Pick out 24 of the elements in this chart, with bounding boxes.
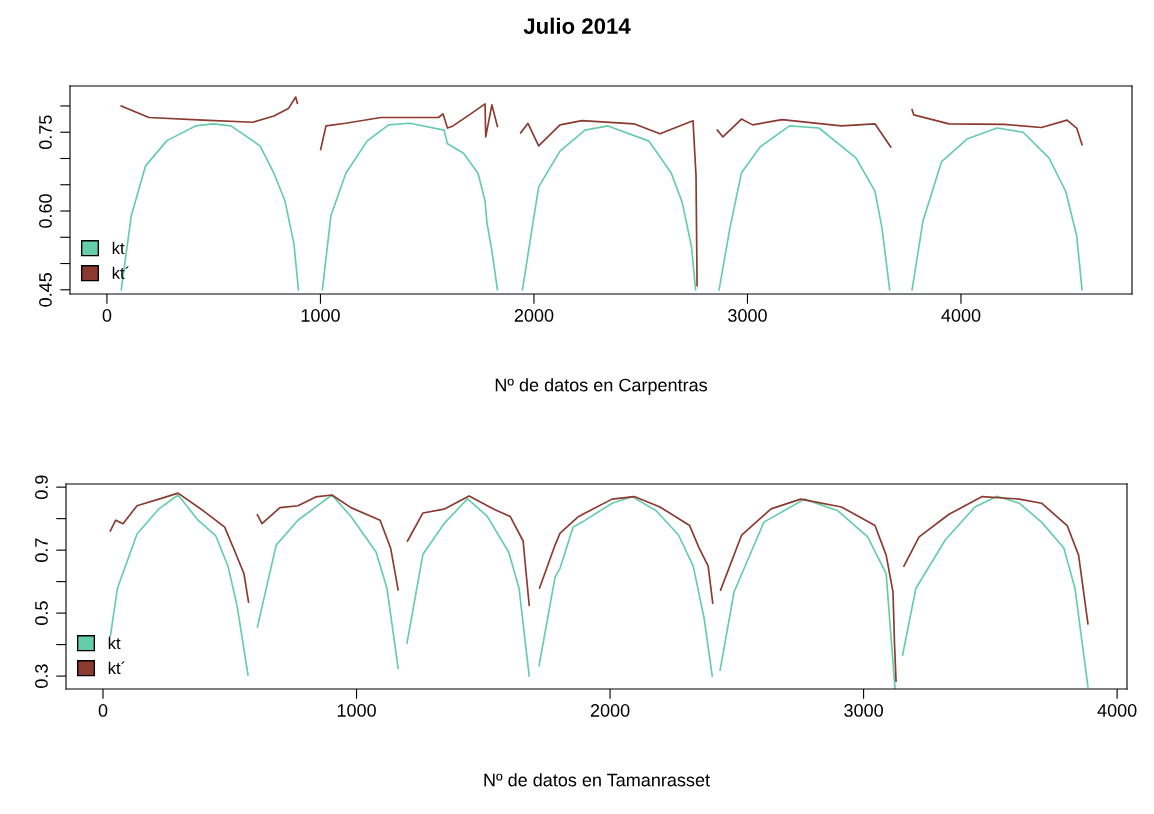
x-tick-label: 0	[102, 309, 112, 322]
y-tick-label: 0.45	[39, 272, 52, 307]
y-tick-label: 0.60	[39, 194, 52, 228]
legend-label: kt´	[112, 266, 129, 280]
x-tick-label: 4000	[941, 309, 981, 322]
y-tick-label: 0.7	[35, 538, 48, 562]
x-tick-label: 3000	[844, 704, 883, 717]
chart-title: Julio 2014	[523, 17, 631, 34]
y-tick-label: 0.5	[35, 601, 48, 625]
x-tick-label: 3000	[728, 309, 767, 322]
legend-label: kt´	[108, 661, 125, 675]
y-tick-label: 0.3	[35, 664, 48, 688]
x-axis-title: Nº de datos en Tamanrasset	[484, 773, 710, 787]
legend-label: kt	[112, 241, 125, 255]
x-tick-label: 1000	[337, 704, 376, 717]
x-tick-label: 2000	[514, 309, 554, 322]
x-tick-label: 0	[98, 704, 108, 717]
x-tick-label: 2000	[590, 704, 630, 717]
x-tick-label: 4000	[1097, 704, 1137, 717]
legend-label: kt	[108, 636, 121, 650]
x-axis-title: Nº de datos en Carpentras	[495, 378, 708, 396]
x-tick-label: 1000	[301, 309, 340, 322]
y-tick-label: 0.9	[35, 475, 48, 499]
y-tick-label: 0.75	[39, 115, 52, 150]
